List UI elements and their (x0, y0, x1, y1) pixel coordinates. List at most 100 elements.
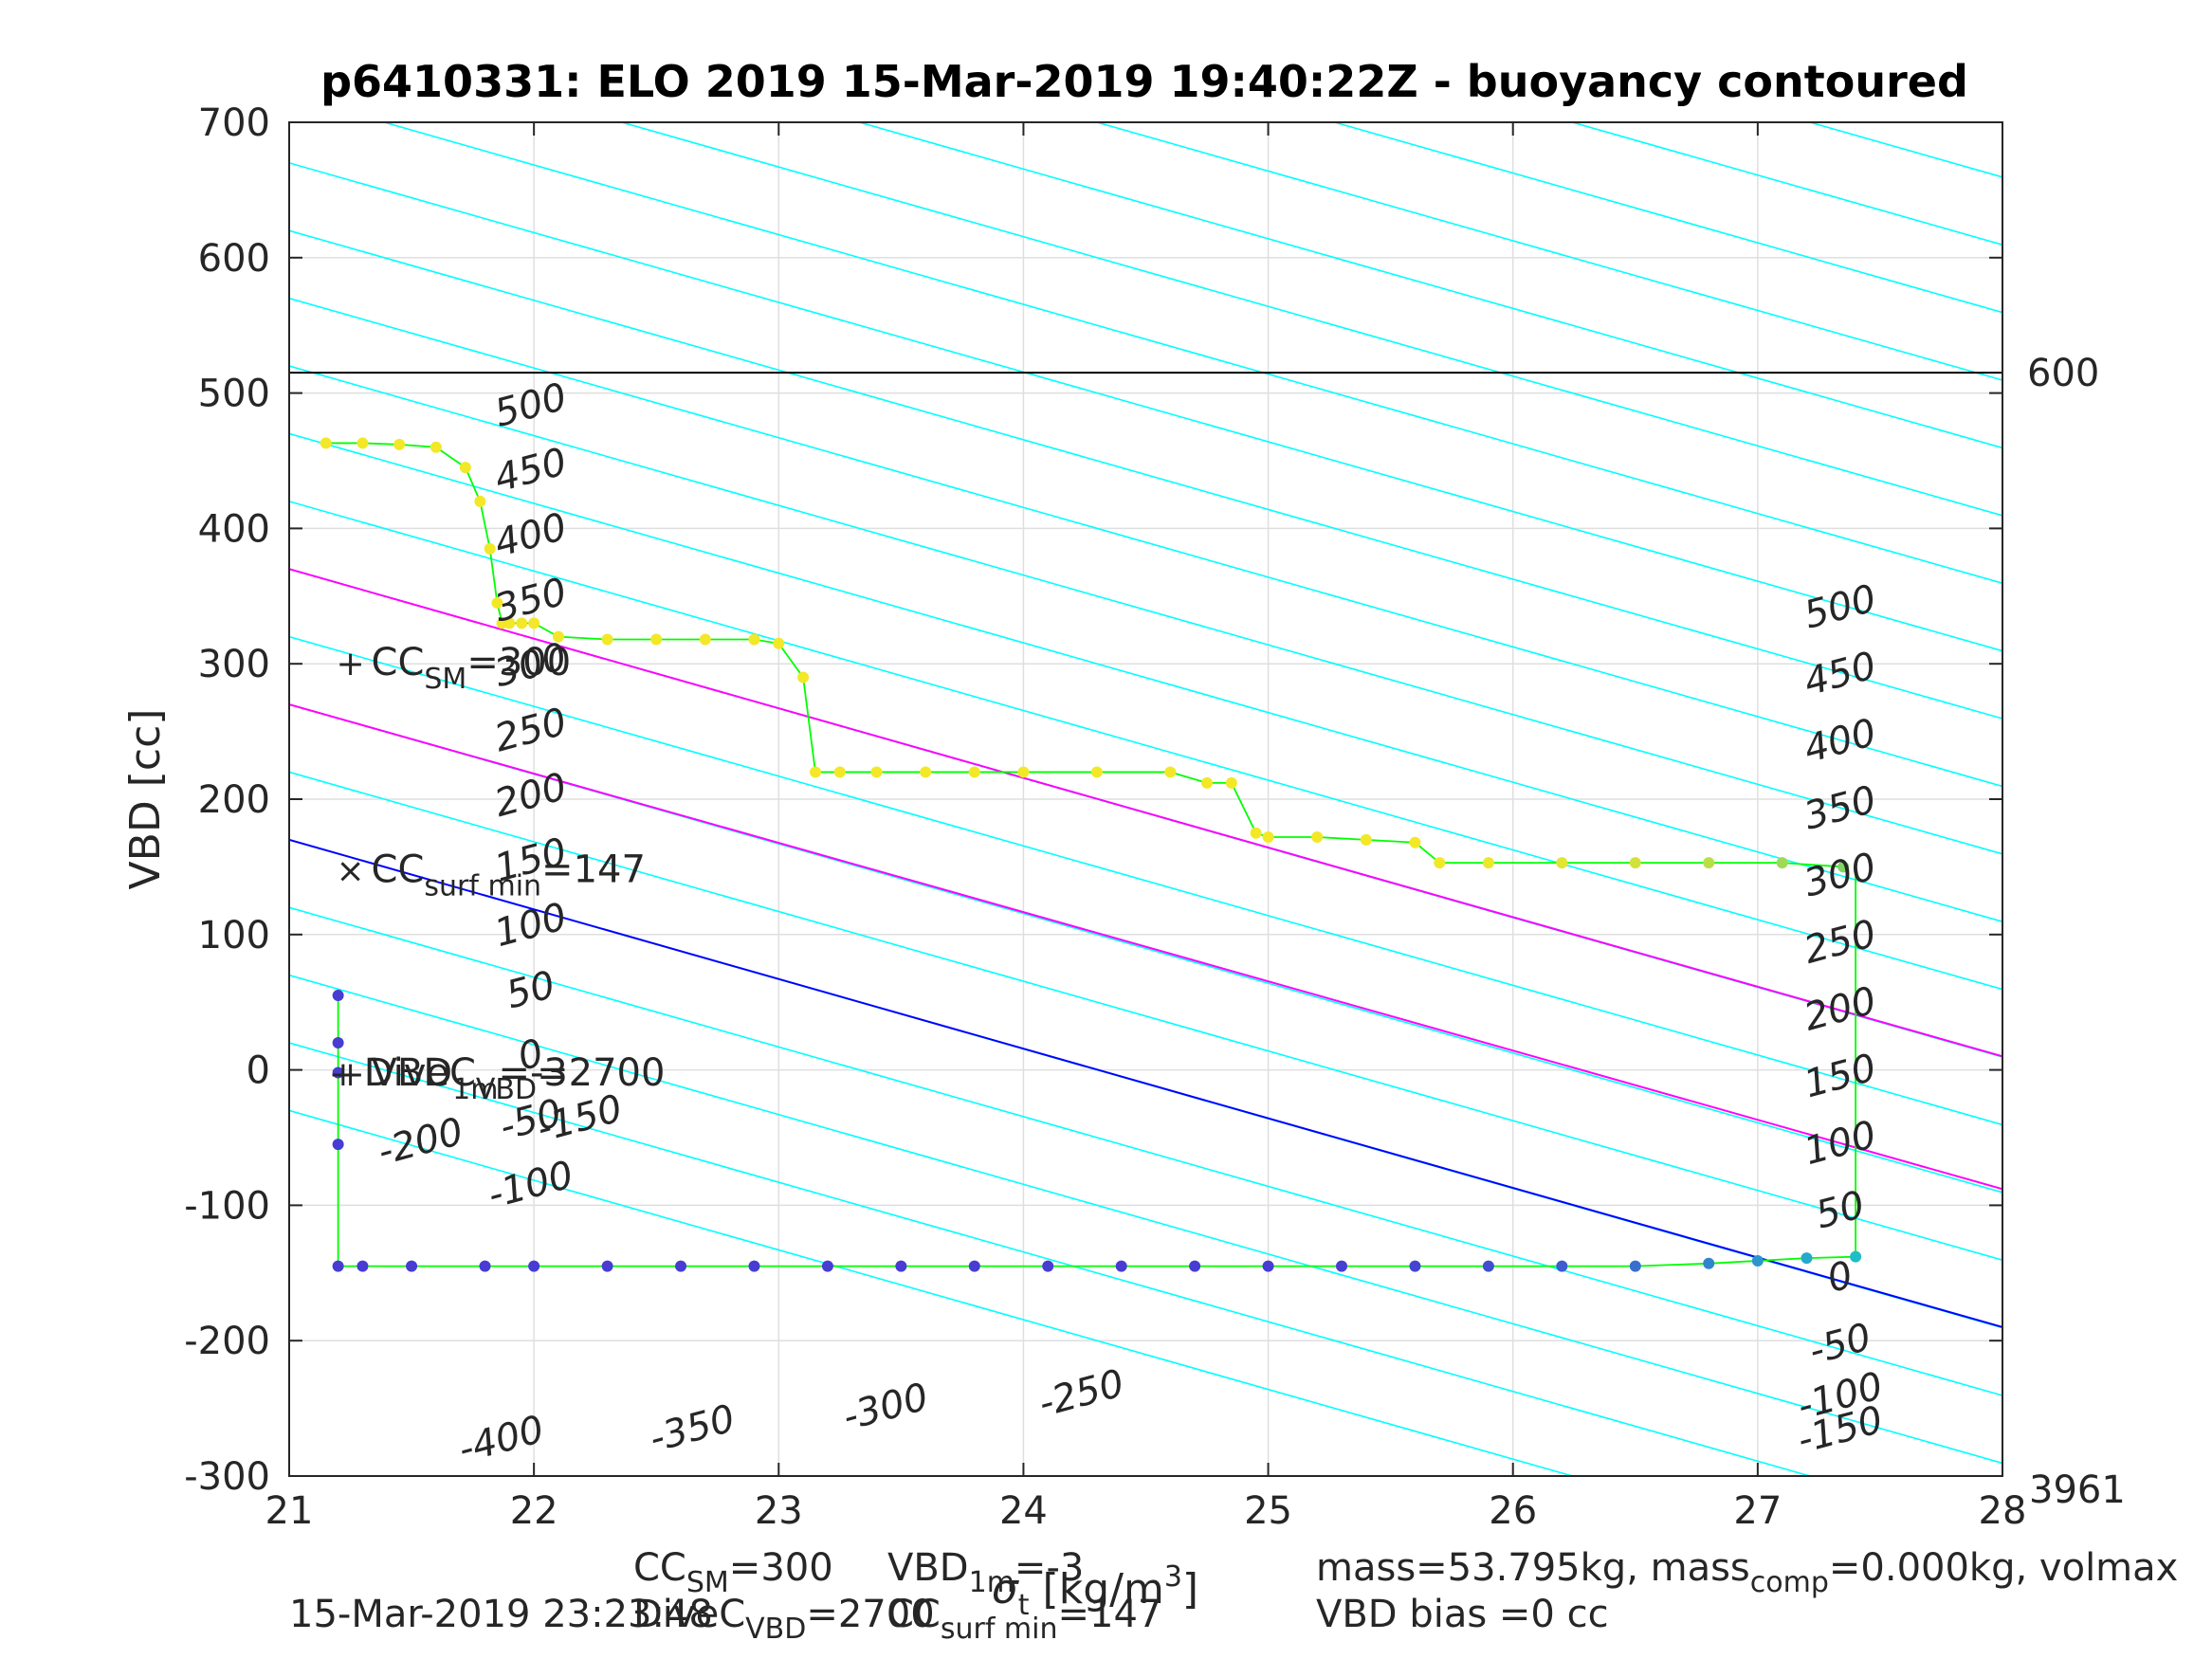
contour-label-right: 150 (1800, 1046, 1881, 1106)
magenta-line (289, 703, 2002, 1191)
footer-timestamp: 15-Mar-2019 23:23:48 (289, 1593, 713, 1636)
climb-point (1751, 1254, 1764, 1267)
y-tick-label: -100 (184, 1184, 270, 1228)
climb-point (332, 1260, 344, 1272)
dive-point (1360, 833, 1372, 846)
climb-point (332, 990, 344, 1002)
x-tick-label: 24 (999, 1489, 1048, 1533)
dive-point (320, 437, 332, 449)
marker-symbol: + (329, 1055, 357, 1094)
contour-label-left: 200 (490, 765, 572, 826)
climb-point (1189, 1260, 1201, 1272)
x-axis-label: σt [kg/m3] (992, 1560, 1198, 1622)
contour-line (856, 122, 2002, 449)
zero-buoyancy-line (289, 838, 2002, 1328)
contour-label-right: 400 (1800, 711, 1881, 772)
y-axis-label: VBD [cc] (121, 709, 170, 890)
y-tick-label: 400 (198, 507, 270, 551)
contour-line (289, 974, 2002, 1465)
dive-point (601, 633, 613, 646)
dive-point (920, 766, 932, 778)
contour-label-right: 500 (1800, 576, 1881, 637)
dive-point (833, 766, 846, 778)
dive-point (552, 630, 564, 643)
right-label-bottom: 3961 (2029, 1468, 2126, 1512)
y-tick-label: 200 (198, 778, 270, 822)
contour-line (289, 365, 2002, 855)
contour-label-right: 450 (1800, 644, 1881, 704)
footer-ccsm: CCSM=300 (633, 1546, 833, 1599)
dive-point (1434, 857, 1446, 869)
climb-point (1115, 1260, 1127, 1272)
contour-line (289, 229, 2002, 720)
climb-point (332, 1139, 344, 1151)
x-tick-label: 22 (510, 1489, 558, 1533)
chart-title: p6410331: ELO 2019 15-Mar-2019 19:40:22Z… (320, 56, 1968, 107)
contour-label-left: -100 (484, 1153, 578, 1217)
contour-line (289, 162, 2002, 652)
data-points (320, 437, 1862, 1272)
y-tick-label: 600 (198, 237, 270, 281)
y-tick-label: -200 (184, 1320, 270, 1363)
contour-label-right: 100 (1800, 1113, 1881, 1174)
right-label-top: 600 (2027, 352, 2099, 395)
dive-point (528, 617, 540, 629)
dive-point (1250, 827, 1262, 839)
climb-point (1336, 1260, 1348, 1272)
climb-point (1850, 1250, 1862, 1263)
dive-point (393, 438, 406, 450)
footer-vbd-bias: VBD bias =0 cc (1316, 1593, 1609, 1636)
y-tick-label: 300 (198, 643, 270, 686)
dive-point (810, 766, 822, 778)
marker-symbol: + (336, 1055, 364, 1094)
contour-label-left: 500 (490, 375, 572, 436)
climb-point (406, 1260, 418, 1272)
contour-line (289, 297, 2002, 788)
climb-point (1801, 1252, 1813, 1265)
contour-label-right: 50 (1811, 1183, 1869, 1238)
y-tick-label: 700 (198, 101, 270, 145)
footer: CCSM=300 VBD1m=-3 mass=53.795kg, masscom… (289, 1546, 2178, 1646)
dive-point (748, 633, 760, 646)
dive-point (797, 671, 810, 684)
contour-line (1569, 122, 2002, 246)
dive-point (1311, 830, 1324, 843)
climb-point (356, 1260, 369, 1272)
contour-line (381, 122, 2002, 585)
dive-point (1837, 861, 1850, 873)
marker-label: VBD1m=-3 (372, 1051, 568, 1106)
reference-lines (289, 372, 2002, 1328)
dive-point (1262, 830, 1274, 843)
contour-label-right: 300 (1800, 845, 1881, 905)
contour-label-bottom: -300 (838, 1376, 933, 1440)
dive-point (1556, 857, 1568, 869)
contour-line (289, 501, 2002, 991)
footer-mass: mass=53.795kg, masscomp=0.000kg, volmax (1316, 1546, 2178, 1599)
climb-point (895, 1260, 907, 1272)
contour-label-right: 350 (1800, 777, 1881, 838)
footer-ccsurf: CCsurf min=147 (887, 1593, 1161, 1646)
climb-point (332, 1037, 344, 1049)
contour-label-bottom: -250 (1034, 1361, 1129, 1426)
dive-point (1225, 776, 1237, 789)
contour-label-bottom: -350 (645, 1396, 740, 1461)
magenta-line (289, 568, 2002, 1058)
climb-point (748, 1260, 760, 1272)
climb-point (1409, 1260, 1421, 1272)
dive-point (1201, 776, 1214, 789)
x-label-close: ] (1182, 1565, 1198, 1613)
footer-vbd1m: VBD1m=-3 (887, 1546, 1084, 1599)
dive-point (699, 633, 711, 646)
dive-point (870, 766, 883, 778)
dive-point (516, 617, 528, 629)
y-tick-label: 100 (198, 914, 270, 957)
x-label-exp: 3 (1164, 1560, 1182, 1594)
climb-point (332, 1066, 344, 1079)
climb-point (1262, 1260, 1274, 1272)
contour-label-left: 450 (490, 440, 572, 501)
dive-point (1776, 857, 1788, 869)
x-tick-label: 26 (1489, 1489, 1537, 1533)
contour-label-left: 100 (490, 895, 572, 956)
axis-ticks: 21 22 23 24 25 26 27 28-300-200-100010020030040… (184, 101, 2026, 1533)
